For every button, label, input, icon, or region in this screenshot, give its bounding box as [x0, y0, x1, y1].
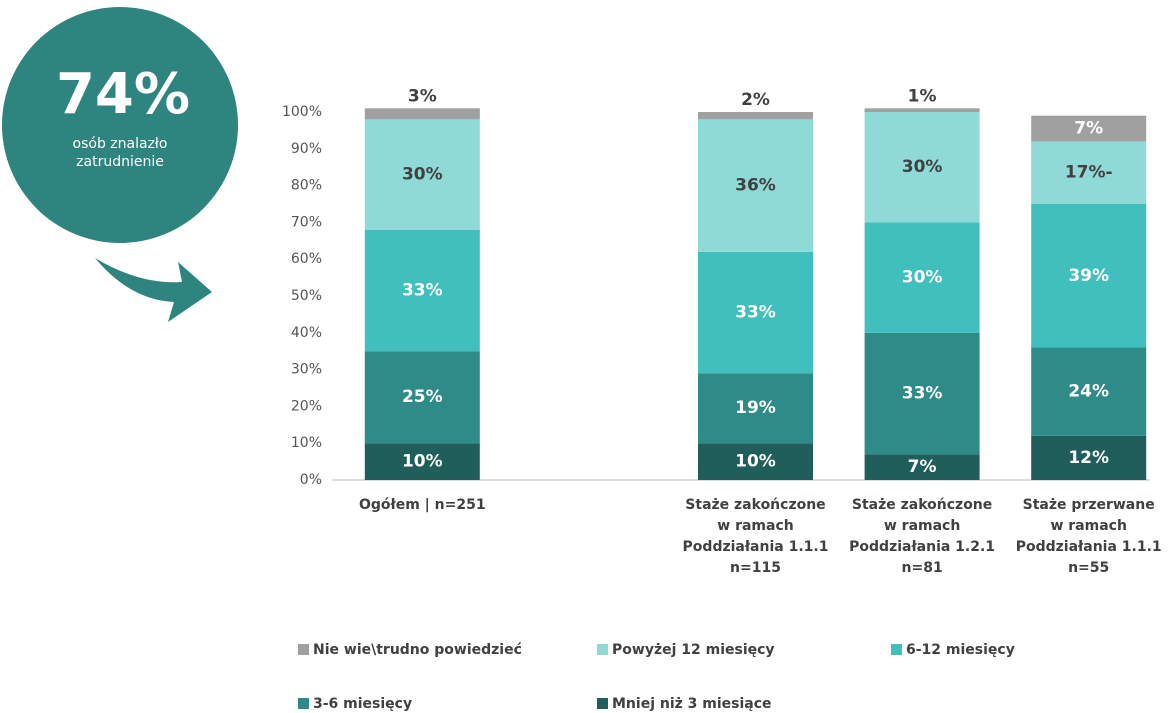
bar-segment [364, 229, 480, 352]
y-tick-label: 80% [291, 178, 322, 194]
x-tick-label: Staże zakończone w ramach Poddziałania 1.2… [849, 497, 995, 576]
bar-segment [698, 443, 813, 480]
callout-arrow [95, 258, 212, 322]
legend-label: 6-12 miesięcy [906, 642, 1015, 658]
y-tick-label: 70% [291, 214, 322, 230]
y-tick-label: 100% [282, 104, 322, 120]
data-label: 19% [735, 398, 776, 418]
legend-swatch [298, 644, 309, 655]
data-label: 10% [735, 452, 776, 472]
data-label: 24% [1068, 382, 1109, 402]
y-tick-label: 40% [291, 325, 322, 341]
legend-label: Powyżej 12 miesięcy [612, 642, 775, 658]
bar-segment [864, 454, 980, 480]
bar-segment [864, 108, 980, 112]
bar-segment [1031, 435, 1147, 480]
callout-text: osób znalazło zatrudnienie [72, 136, 168, 170]
data-label: 1% [908, 86, 937, 106]
bar-segment [1031, 347, 1147, 436]
legend-label: Nie wie\trudno powiedzieć [313, 642, 522, 658]
y-tick-label: 60% [291, 251, 322, 267]
callout-value: 74% [56, 62, 190, 127]
bar-segment [864, 112, 980, 223]
legend-swatch [891, 644, 902, 655]
legend-label: 3-6 miesięcy [313, 696, 412, 712]
bar-segment [364, 119, 480, 230]
bar-segment [698, 112, 813, 120]
data-label: 33% [402, 280, 443, 300]
data-label: 39% [1068, 266, 1109, 286]
data-label: 7% [1074, 119, 1103, 139]
data-label: 36% [735, 176, 776, 196]
bar-segment [698, 373, 813, 444]
data-label: 33% [902, 384, 943, 404]
bar-segment [864, 332, 980, 455]
data-label: 25% [402, 387, 443, 407]
bar-segment [364, 443, 480, 480]
y-tick-label: 0% [300, 472, 322, 488]
bar-segment [1031, 115, 1147, 142]
callout-circle [2, 7, 238, 243]
legend-swatch [597, 644, 608, 655]
legend-swatch [298, 698, 309, 709]
bar-segment [1031, 204, 1147, 348]
y-tick-label: 50% [291, 288, 322, 304]
bar-segment [864, 222, 980, 333]
x-tick-label: Ogółem | n=251 [359, 497, 486, 513]
bar-segment [698, 251, 813, 374]
x-tick-label: Staże przerwane w ramach Poddziałania 1.1.… [1016, 497, 1162, 576]
data-label: 7% [908, 457, 937, 477]
data-label: 12% [1068, 448, 1109, 468]
y-tick-label: 20% [291, 398, 322, 414]
data-label: 2% [741, 90, 770, 110]
y-tick-label: 10% [291, 435, 322, 451]
x-tick-label: Staże zakończone w ramach Poddziałania 1.1… [683, 497, 829, 576]
data-label: 30% [902, 157, 943, 177]
data-label: 10% [402, 452, 443, 472]
bar-segment [364, 351, 480, 444]
data-label: 30% [402, 165, 443, 185]
legend-label: Mniej niż 3 miesiące [612, 696, 772, 712]
data-label: 3% [408, 86, 437, 106]
data-label: 30% [902, 268, 943, 288]
bar-segment [698, 119, 813, 252]
bar-segment [364, 108, 480, 120]
data-label: 17%- [1065, 163, 1113, 183]
callout-text-box: osób znalazło zatrudnienie [72, 136, 168, 170]
y-tick-label: 90% [291, 141, 322, 157]
bar-segment [1031, 141, 1147, 204]
legend-swatch [597, 698, 608, 709]
y-tick-label: 30% [291, 362, 322, 378]
data-label: 33% [735, 303, 776, 323]
